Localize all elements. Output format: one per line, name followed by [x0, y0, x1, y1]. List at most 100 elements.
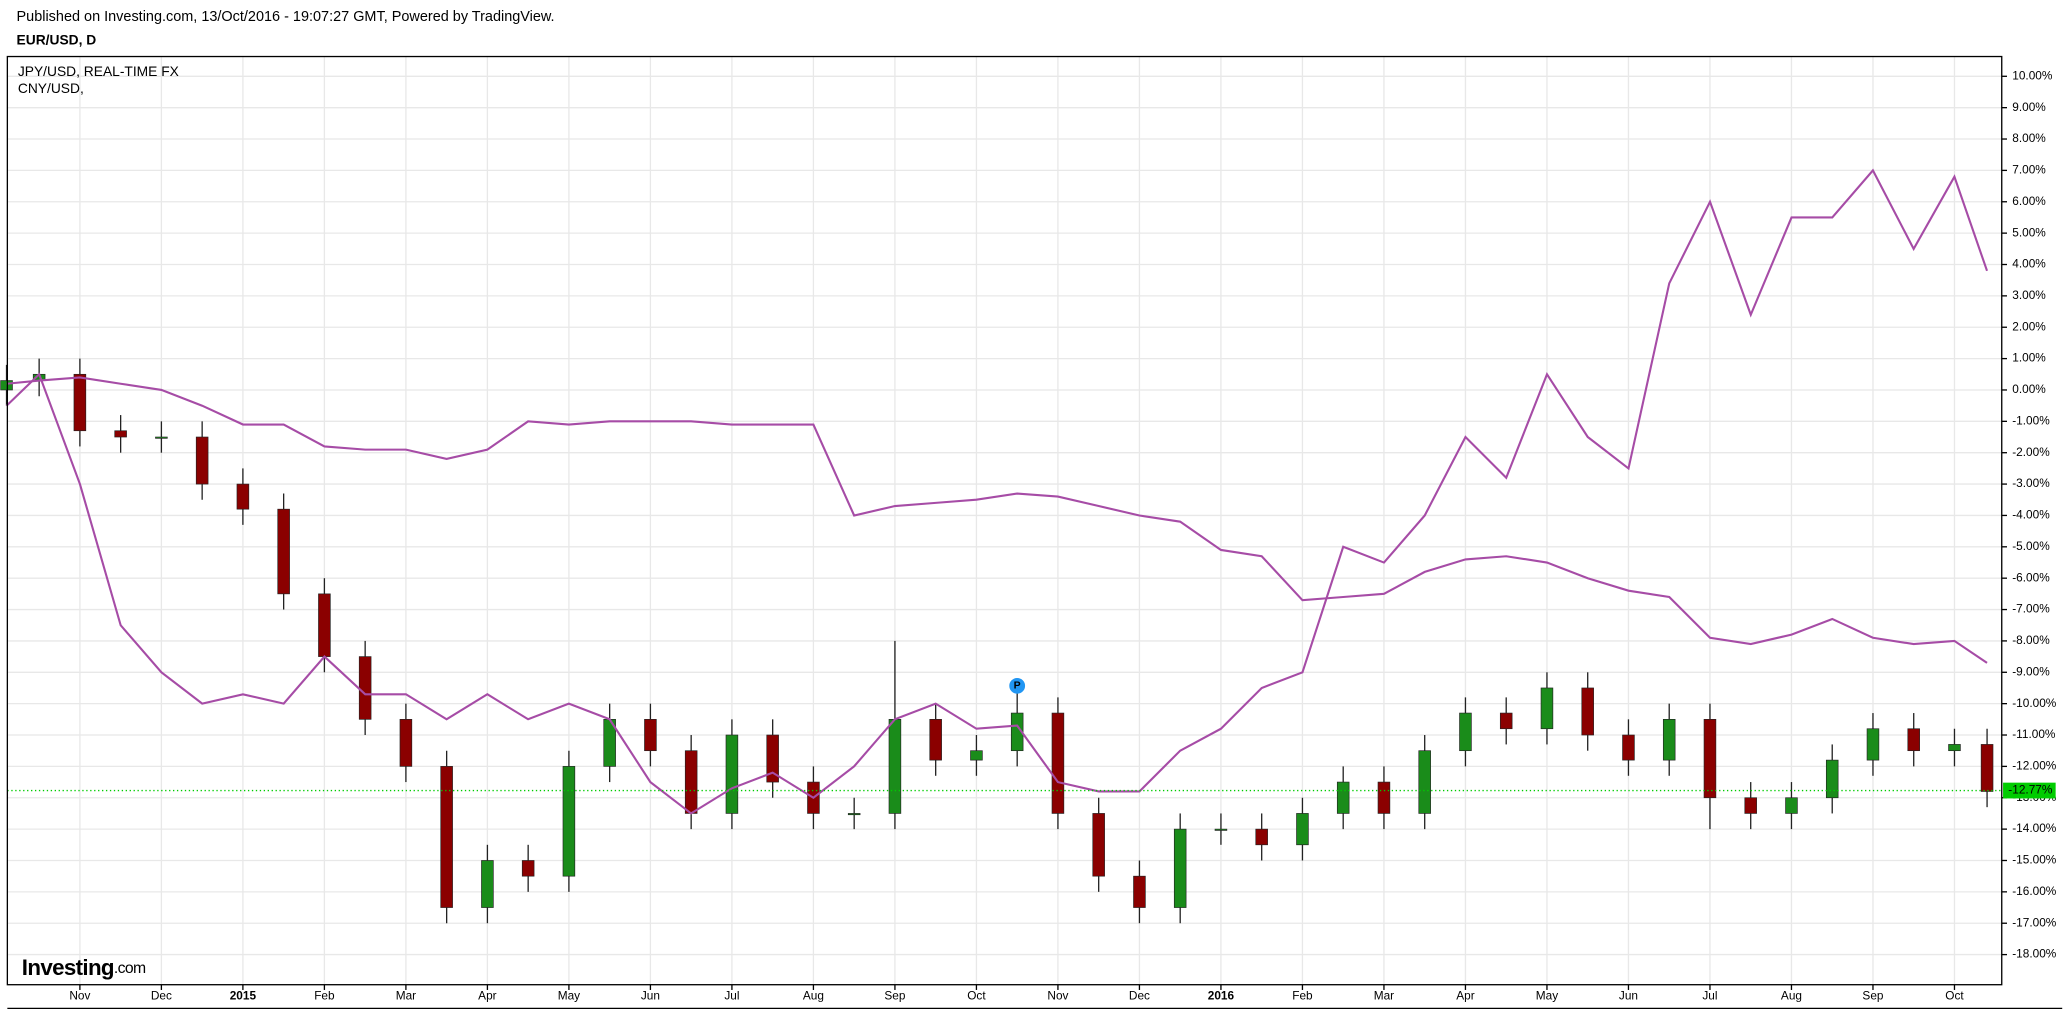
- y-tick-label: 8.00%: [2012, 131, 2046, 145]
- candle-body: [644, 719, 657, 752]
- x-tick-label: Jun: [1619, 989, 1638, 1003]
- y-tick-label: -12.00%: [2012, 759, 2057, 773]
- y-tick-label: -8.00%: [2012, 633, 2050, 647]
- y-tick-label: -14.00%: [2012, 821, 2057, 835]
- candle-body: [1214, 828, 1228, 831]
- y-tick-label: 3.00%: [2012, 288, 2046, 302]
- logo: Investing.com: [22, 955, 146, 980]
- candle-body: [114, 430, 127, 438]
- candle-body: [1703, 719, 1717, 799]
- y-tick-label: -10.00%: [2012, 696, 2057, 710]
- candle-body: [1010, 712, 1024, 752]
- y-tick-label: 0.00%: [2012, 382, 2046, 396]
- x-tick-label: Apr: [1456, 989, 1474, 1003]
- y-tick-label: -11.00%: [2012, 727, 2056, 741]
- candle-body: [1866, 728, 1880, 761]
- candle-body: [73, 373, 87, 432]
- candle-body: [1296, 813, 1309, 846]
- x-tick-label: 2015: [230, 989, 257, 1003]
- marks: P: [0, 168, 2002, 924]
- x-tick-label: Aug: [803, 989, 824, 1003]
- y-tick-label: -5.00%: [2012, 539, 2050, 553]
- candle-body: [1173, 828, 1187, 908]
- x-tick-label: May: [558, 989, 580, 1003]
- x-tick-label: Aug: [1781, 989, 1802, 1003]
- x-tick-label: Jul: [1702, 989, 1717, 1003]
- candle-body: [970, 750, 983, 761]
- candle-body: [562, 766, 576, 877]
- x-tick-label: May: [1536, 989, 1558, 1003]
- y-tick-label: 4.00%: [2012, 257, 2046, 271]
- candle-body: [358, 656, 372, 720]
- candle-body: [1825, 759, 1839, 799]
- candle-body: [1980, 744, 1994, 792]
- candle-body: [847, 813, 861, 816]
- legend-entry: JPY/USD, REAL-TIME FX: [18, 64, 179, 79]
- y-tick-label: -3.00%: [2012, 476, 2050, 490]
- candle-body: [155, 436, 168, 439]
- y-tick-label: -7.00%: [2012, 602, 2050, 616]
- y-tick-label: -15.00%: [2012, 853, 2057, 867]
- price-label-box: [2003, 782, 2056, 799]
- candle-body: [1744, 797, 1757, 814]
- candle-body: [1377, 781, 1391, 814]
- candle-body: [1255, 828, 1268, 846]
- y-tick-label: 7.00%: [2012, 163, 2046, 177]
- candle-body: [1662, 719, 1676, 761]
- y-tick-label: -9.00%: [2012, 664, 2050, 678]
- candle-body: [1948, 744, 1961, 752]
- y-tick-label: 10.00%: [2012, 68, 2053, 82]
- y-tick-label: 9.00%: [2012, 100, 2046, 114]
- candle-body: [1540, 687, 1554, 730]
- candle-body: [766, 734, 779, 783]
- y-tick-label: 1.00%: [2012, 351, 2046, 365]
- x-tick-label: Feb: [314, 989, 335, 1003]
- candle-body: [481, 860, 494, 908]
- candle-body: [399, 719, 413, 767]
- y-tick-label: -16.00%: [2012, 884, 2057, 898]
- event-marker: [1009, 677, 1026, 694]
- candle-body: [1907, 728, 1920, 752]
- event-marker-label: P: [1014, 680, 1021, 692]
- candle-body: [1418, 750, 1431, 814]
- x-tick-label: Apr: [478, 989, 496, 1003]
- x-tick-label: Mar: [396, 989, 416, 1003]
- y-tick-label: -1.00%: [2012, 413, 2050, 427]
- candle-body: [888, 719, 902, 814]
- candle-body: [1459, 712, 1472, 752]
- x-tick-label: Feb: [1292, 989, 1313, 1003]
- price-label: -12.77%: [2008, 783, 2053, 797]
- y-tick-label: -17.00%: [2012, 915, 2057, 929]
- candle-body: [440, 766, 453, 908]
- candle-body: [1133, 875, 1146, 908]
- candle-body: [0, 380, 13, 391]
- y-tick-label: -6.00%: [2012, 570, 2050, 584]
- candle-body: [1336, 781, 1350, 814]
- candle-body: [318, 593, 331, 657]
- x-tick-label: Sep: [884, 989, 905, 1003]
- candle-body: [195, 436, 209, 485]
- x-tick-label: Mar: [1374, 989, 1394, 1003]
- x-tick-label: Oct: [1945, 989, 1964, 1003]
- logo-suffix: .com: [114, 960, 146, 977]
- y-tick-label: -18.00%: [2012, 947, 2057, 961]
- x-tick-label: Oct: [967, 989, 986, 1003]
- y-tick-label: 2.00%: [2012, 319, 2046, 333]
- x-tick-label: Dec: [1129, 989, 1150, 1003]
- candle-body: [236, 483, 250, 510]
- x-tick-label: Sep: [1862, 989, 1883, 1003]
- legend-entry: CNY/USD,: [18, 81, 84, 96]
- candle-body: [1092, 813, 1105, 877]
- plot-frame: [6, 55, 2003, 986]
- candle-body: [1499, 712, 1513, 730]
- x-tick-label: Nov: [1047, 989, 1068, 1003]
- x-tick-label: Jul: [724, 989, 739, 1003]
- candle-body: [277, 508, 290, 595]
- logo-name: Investing: [22, 955, 114, 980]
- y-tick-label: 6.00%: [2012, 194, 2046, 208]
- candle-body: [1622, 734, 1635, 761]
- candle-body: [521, 860, 535, 877]
- grid: [7, 56, 2002, 985]
